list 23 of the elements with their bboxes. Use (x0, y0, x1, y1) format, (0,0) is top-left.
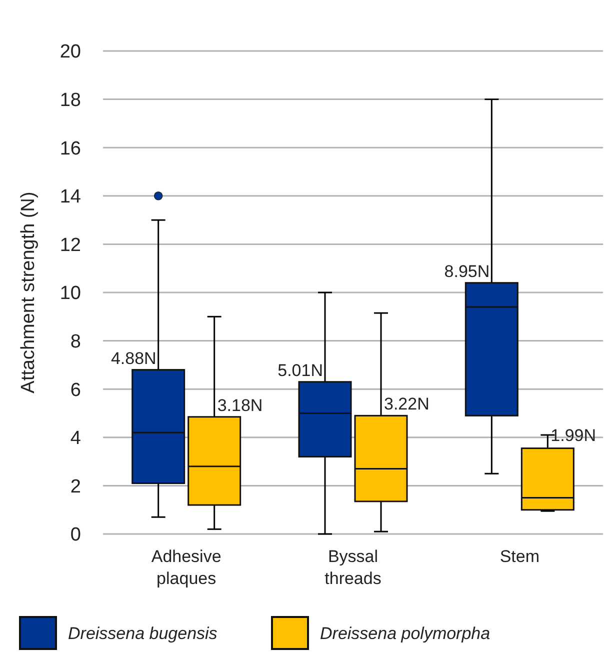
y-tick-label: 18 (60, 90, 81, 111)
annotation: 3.18N (217, 396, 263, 415)
legend-label: Dreissena polymorpha (320, 624, 490, 643)
annotation: 5.01N (278, 360, 323, 380)
y-tick-label: 2 (70, 476, 81, 498)
y-tick-label: 0 (70, 524, 81, 546)
x-tick-label: Byssal threads (324, 547, 382, 588)
y-tick-label: 10 (60, 283, 81, 304)
y-tick-label: 16 (60, 138, 81, 160)
x-tick-label: Stem (500, 547, 540, 566)
annotation: 1.99N (550, 426, 596, 445)
y-tick-label: 12 (60, 234, 81, 256)
y-tick-label: 8 (70, 331, 81, 352)
y-tick-label: 4 (70, 428, 82, 450)
annotation: 3.22N (384, 394, 430, 414)
annotation: 4.88N (110, 348, 156, 368)
y-tick-label: 6 (70, 380, 81, 401)
y-tick-label: 20 (60, 42, 81, 63)
annotation: 8.95N (444, 262, 490, 281)
y-axis-title: Attachment strength (N) (18, 192, 39, 394)
legend-label: Dreissena bugensis (68, 624, 218, 643)
x-tick-label: Adhesive plaques (151, 547, 222, 588)
y-tick-label: 14 (60, 186, 82, 208)
